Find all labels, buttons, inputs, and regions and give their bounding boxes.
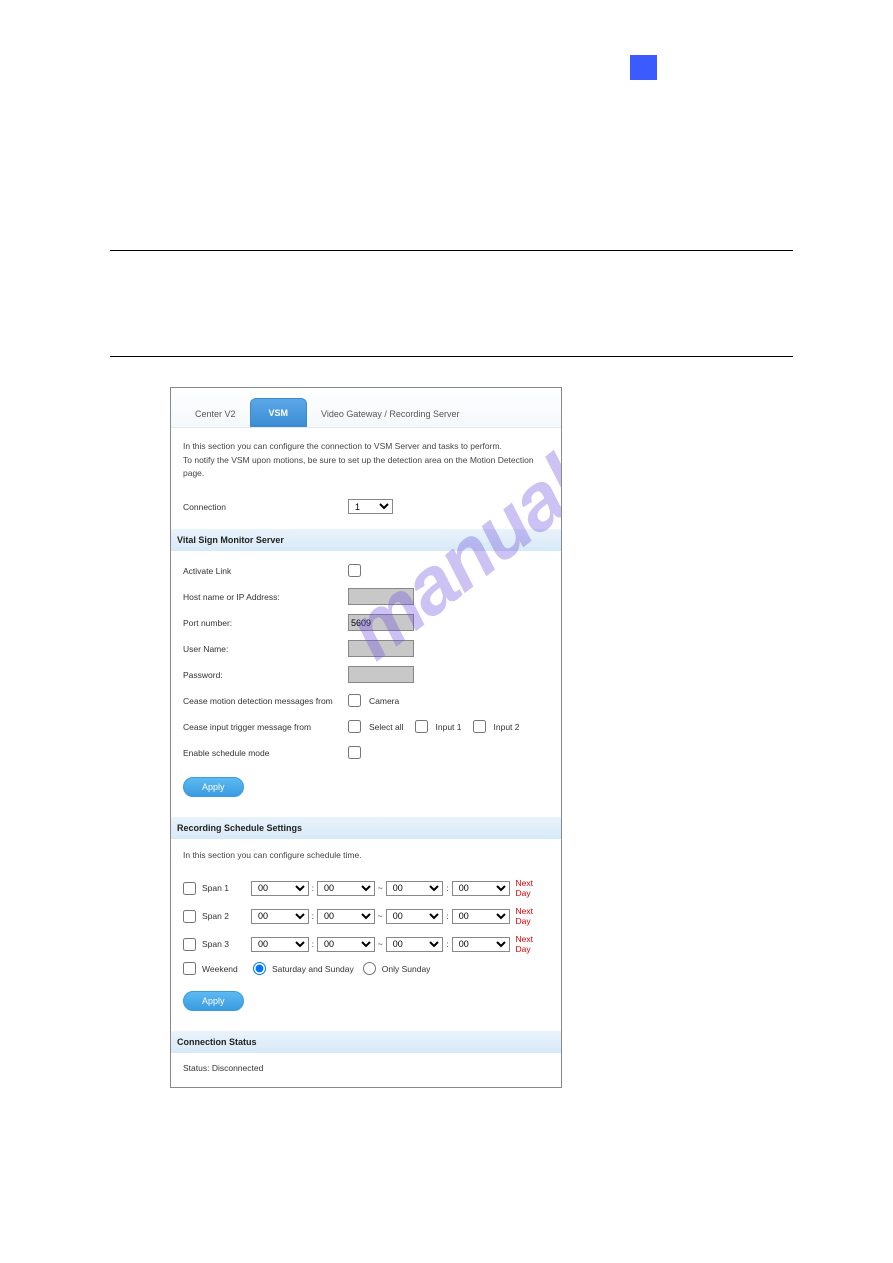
tab-vsm[interactable]: VSM: [250, 398, 308, 427]
span3-hour-to[interactable]: 00: [386, 937, 444, 952]
settings-panel: manualshive.com Center V2 VSM Video Gate…: [170, 387, 562, 1088]
password-input[interactable]: [348, 666, 414, 683]
span3-checkbox[interactable]: [183, 938, 196, 951]
enable-schedule-label: Enable schedule mode: [183, 748, 348, 758]
tab-video-gateway[interactable]: Video Gateway / Recording Server: [307, 401, 473, 427]
activate-link-label: Activate Link: [183, 566, 348, 576]
span2-checkbox[interactable]: [183, 910, 196, 923]
schedule-header: Recording Schedule Settings: [171, 817, 561, 839]
section-title: 5.2.2 VSM: [110, 273, 793, 293]
vital-sign-header: Vital Sign Monitor Server: [171, 529, 561, 551]
span1-row: Span 1 00: 00~ 00: 00 Next Day: [183, 878, 549, 898]
span2-hour-from[interactable]: 00: [251, 909, 309, 924]
port-label: Port number:: [183, 618, 348, 628]
span3-min-to[interactable]: 00: [452, 937, 510, 952]
span2-row: Span 2 00: 00~ 00: 00 Next Day: [183, 906, 549, 926]
span3-next-day: Next Day: [516, 934, 549, 954]
figure-caption: Figure 5-3: [170, 1108, 793, 1122]
host-input[interactable]: [348, 588, 414, 605]
weekend-label: Weekend: [202, 964, 250, 974]
camera-checkbox[interactable]: [348, 694, 361, 707]
cease-motion-label: Cease motion detection messages from: [183, 696, 348, 706]
span2-hour-to[interactable]: 00: [386, 909, 444, 924]
connection-row: Connection 1: [183, 497, 549, 517]
status-text: Status: Disconnected: [183, 1063, 549, 1075]
span2-next-day: Next Day: [516, 906, 549, 926]
header-badge: [630, 55, 657, 80]
span1-min-from[interactable]: 00: [317, 881, 375, 896]
username-label: User Name:: [183, 644, 348, 654]
page-header-text: Advanced Applications: [540, 106, 691, 123]
tab-bar: Center V2 VSM Video Gateway / Recording …: [171, 388, 561, 428]
activate-link-checkbox[interactable]: [348, 564, 361, 577]
password-label: Password:: [183, 670, 348, 680]
span2-min-from[interactable]: 00: [317, 909, 375, 924]
username-input[interactable]: [348, 640, 414, 657]
span3-hour-from[interactable]: 00: [251, 937, 309, 952]
select-all-label: Select all: [369, 722, 404, 732]
sat-sun-radio[interactable]: [253, 962, 266, 975]
camera-label: Camera: [369, 696, 399, 706]
cease-input-label: Cease input trigger message from: [183, 722, 348, 732]
page-number: 5: [668, 57, 678, 78]
select-all-checkbox[interactable]: [348, 720, 361, 733]
span1-next-day: Next Day: [516, 878, 549, 898]
intro-text: In this section you can configure the co…: [183, 440, 549, 481]
input1-label: Input 1: [436, 722, 462, 732]
span2-label: Span 2: [202, 911, 248, 921]
span1-label: Span 1: [202, 883, 248, 893]
apply-button-1[interactable]: Apply: [183, 777, 244, 797]
schedule-intro: In this section you can configure schedu…: [183, 849, 549, 863]
section-desc: The VSM page allows you to connect the c…: [110, 313, 793, 331]
input2-label: Input 2: [494, 722, 520, 732]
enable-schedule-checkbox[interactable]: [348, 746, 361, 759]
span3-row: Span 3 00: 00~ 00: 00 Next Day: [183, 934, 549, 954]
span1-hour-to[interactable]: 00: [386, 881, 444, 896]
sat-sun-label: Saturday and Sunday: [272, 964, 354, 974]
intro-line1: In this section you can configure the co…: [183, 441, 502, 451]
span2-min-to[interactable]: 00: [452, 909, 510, 924]
weekend-checkbox[interactable]: [183, 962, 196, 975]
port-input[interactable]: [348, 614, 414, 631]
input2-checkbox[interactable]: [473, 720, 486, 733]
tab-center-v2[interactable]: Center V2: [181, 401, 250, 427]
intro-line2: To notify the VSM upon motions, be sure …: [183, 455, 534, 479]
only-sun-label: Only Sunday: [382, 964, 431, 974]
connection-select[interactable]: 1: [348, 499, 393, 514]
input1-checkbox[interactable]: [415, 720, 428, 733]
span3-min-from[interactable]: 00: [317, 937, 375, 952]
span1-min-to[interactable]: 00: [452, 881, 510, 896]
apply-button-2[interactable]: Apply: [183, 991, 244, 1011]
span3-label: Span 3: [202, 939, 248, 949]
span1-checkbox[interactable]: [183, 882, 196, 895]
only-sun-radio[interactable]: [363, 962, 376, 975]
connection-status-header: Connection Status: [171, 1031, 561, 1053]
weekend-row: Weekend Saturday and Sunday Only Sunday: [183, 962, 549, 975]
span1-hour-from[interactable]: 00: [251, 881, 309, 896]
rule-top: [110, 250, 793, 251]
connection-label: Connection: [183, 502, 348, 512]
host-label: Host name or IP Address:: [183, 592, 348, 602]
